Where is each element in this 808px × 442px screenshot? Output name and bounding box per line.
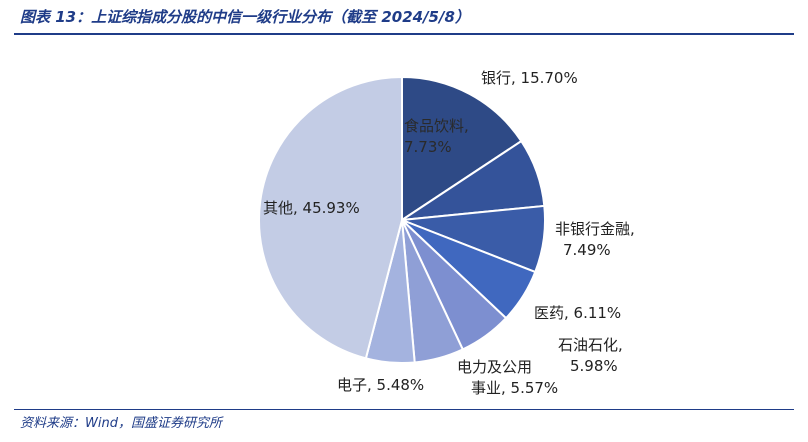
chart-title: 图表 13：上证综指成分股的中信一级行业分布（截至 2024/5/8）	[20, 8, 470, 26]
slice-label-5: 电力及公用	[457, 358, 532, 376]
slice-label-5-line2: 事业, 5.57%	[471, 379, 558, 397]
slice-label-2-line2: 7.49%	[563, 241, 611, 259]
source-note: 资料来源：Wind，国盛证券研究所	[20, 416, 222, 431]
source-rule	[14, 409, 794, 410]
title-rule	[14, 33, 794, 35]
slice-label-1-line2: 7.73%	[404, 138, 452, 156]
slice-label-0: 银行, 15.70%	[481, 69, 578, 87]
slice-label-4: 石油石化,	[558, 336, 623, 354]
slice-label-6: 电子, 5.48%	[337, 376, 424, 394]
pie-slice-0	[401, 75, 523, 222]
slice-label-7: 其他, 45.93%	[263, 199, 360, 217]
slice-label-2: 非银行金融,	[555, 220, 635, 238]
slice-label-4-line2: 5.98%	[570, 357, 618, 375]
slice-label-3: 医药, 6.11%	[534, 304, 621, 322]
slice-label-1: 食品饮料,	[404, 117, 469, 135]
pie-slice-7	[258, 75, 403, 360]
